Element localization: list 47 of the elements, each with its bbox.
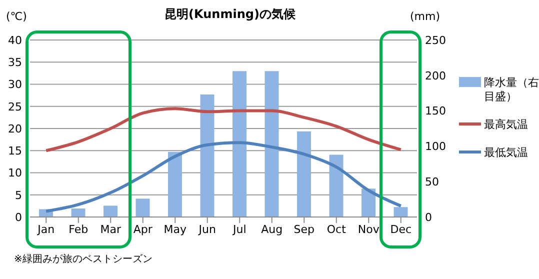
line-series <box>44 107 402 152</box>
y-tick-label: 35 <box>8 56 22 70</box>
y-tick-label: 30 <box>8 78 22 92</box>
y2-tick-label: 250 <box>425 34 446 47</box>
x-tick-label: Mar <box>100 222 122 236</box>
y2-tick-label: 0 <box>425 210 432 224</box>
x-tick-label: Jul <box>232 222 246 236</box>
y2-axis-title: (mm) <box>410 10 440 23</box>
x-tick-label: Dec <box>390 222 412 236</box>
x-tick-label: Apr <box>133 222 153 236</box>
y-tick-label: 0 <box>15 210 22 224</box>
x-tick-label: Feb <box>68 222 88 236</box>
text: ※緑囲みが旅のベストシーズン <box>14 252 152 266</box>
bar <box>168 152 182 217</box>
legend-label: 最高気温 <box>484 118 529 132</box>
bar <box>394 207 408 217</box>
legend-label: 降水量（右目盛） <box>484 76 539 104</box>
bar <box>104 206 118 217</box>
y-tick-label: 20 <box>8 122 22 136</box>
legend-label: 最低気温 <box>484 146 529 160</box>
x-tick-label: Jan <box>36 222 55 236</box>
bar <box>297 131 311 217</box>
chart-title: 昆明(Kunming)の気候 <box>164 6 296 23</box>
y-tick-label: 15 <box>8 144 22 158</box>
y-tick-label: 40 <box>8 34 22 47</box>
bar <box>71 208 86 217</box>
y-axis-title: (℃) <box>6 10 27 23</box>
y2-tick-label: 150 <box>425 104 446 118</box>
x-tick-label: Sep <box>294 222 315 236</box>
y2-tick-label: 50 <box>425 176 439 189</box>
y-tick-label: 25 <box>8 100 22 114</box>
bar <box>200 94 214 217</box>
x-tick-label: Nov <box>358 222 380 236</box>
x-tick-label: Jun <box>198 222 216 236</box>
bar <box>232 71 246 217</box>
bar <box>264 71 279 217</box>
bar <box>329 154 344 217</box>
y-tick-label: 5 <box>15 188 22 202</box>
x-tick-label: Oct <box>326 222 347 236</box>
y2-tick-label: 200 <box>425 69 446 82</box>
y-tick-label: 10 <box>8 166 22 180</box>
line-series <box>44 141 402 213</box>
y2-tick-label: 100 <box>425 140 446 154</box>
bar <box>362 188 376 217</box>
bar <box>136 198 150 217</box>
x-tick-label: May <box>164 222 187 236</box>
x-tick-label: Aug <box>261 222 283 236</box>
